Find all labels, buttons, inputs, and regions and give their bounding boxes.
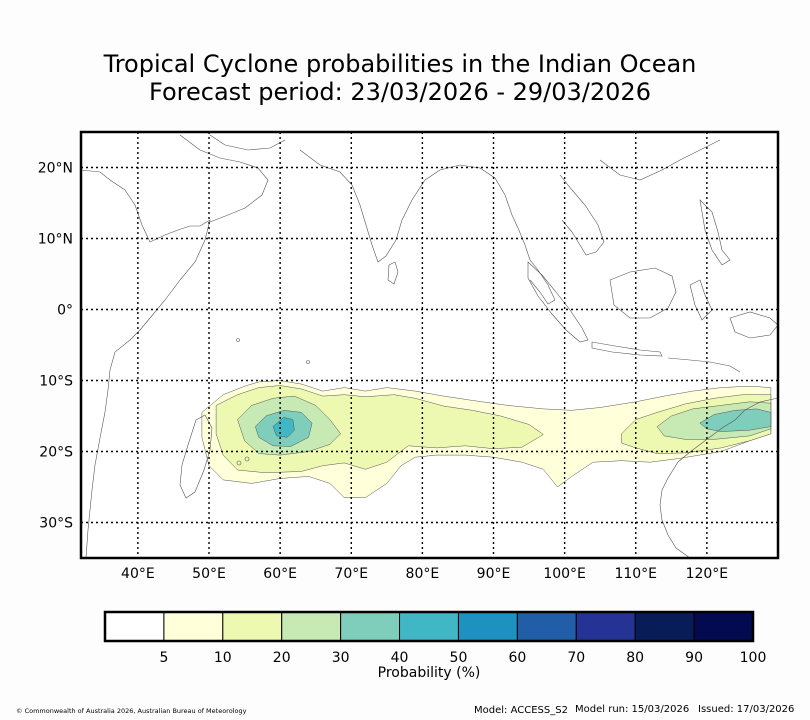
model-name: Model: ACCESS_S2 <box>474 705 568 716</box>
colorbar-tick-label: 50 <box>449 650 468 666</box>
probability-regions <box>201 380 772 498</box>
model-run-date: Model run: 15/03/2026 <box>575 704 690 715</box>
coastline-australia <box>659 397 778 558</box>
issued-date: Issued: 17/03/2026 <box>698 704 795 715</box>
map-background <box>81 132 778 558</box>
colorbar-frame <box>103 610 755 643</box>
graticule <box>81 132 778 558</box>
colorbar-segment <box>163 611 224 642</box>
lat-tick-label: 20°S <box>39 445 73 461</box>
island-chagos <box>306 360 310 364</box>
probability-region-40pct-7 <box>272 417 295 438</box>
coastline-southeast-asia <box>479 167 556 305</box>
island-mauritius <box>244 456 250 462</box>
colorbar-tick-label: 70 <box>567 650 586 666</box>
coastline-sumatra <box>527 261 589 343</box>
colorbar-segment <box>634 611 695 642</box>
coastline-philippines <box>699 199 731 266</box>
colorbar-tick-label: 5 <box>159 650 169 666</box>
map-frame <box>79 130 780 560</box>
lat-tick-label: 20°N <box>38 161 73 177</box>
lon-tick-label: 50°E <box>192 566 226 582</box>
lat-tick-label: 0° <box>57 303 73 319</box>
lon-tick-label: 60°E <box>263 566 297 582</box>
colorbar-tick-label: 40 <box>390 650 409 666</box>
colorbar <box>103 610 755 643</box>
title-line-1: Tropical Cyclone probabilities in the In… <box>103 50 697 78</box>
lon-tick-label: 100°E <box>543 566 586 582</box>
colorbar-segment <box>399 611 459 642</box>
colorbar-segment <box>693 611 754 642</box>
latitude-labels: 20°N 10°N 0° 10°S 20°S 30°S <box>38 161 73 532</box>
copyright-notice: © Commonwealth of Australia 2026, Austra… <box>16 707 247 715</box>
lat-tick-label: 10°N <box>38 232 73 248</box>
probability-region-30pct-6 <box>699 408 772 432</box>
lat-tick-label: 10°S <box>39 374 73 390</box>
coastline-india <box>299 149 481 263</box>
colorbar-tick-label: 100 <box>739 650 767 666</box>
coastlines <box>81 134 778 558</box>
colorbar-tick-label: 80 <box>626 650 645 666</box>
colorbar-segment <box>281 611 342 642</box>
colorbar-tick-label: 90 <box>685 650 703 666</box>
colorbar-tick-label: 20 <box>272 650 291 666</box>
lat-tick-label: 30°S <box>39 516 73 532</box>
coastline-persian-gulf <box>209 134 286 151</box>
longitude-labels: 40°E 50°E 60°E 70°E 80°E 90°E 100°E 110°E 120°E <box>121 566 728 582</box>
island-seychelles <box>236 338 240 342</box>
colorbar-tick-label: 10 <box>213 650 232 666</box>
chart-title: Tropical Cyclone probabilities in the In… <box>0 50 800 106</box>
colorbar-segment <box>222 611 283 642</box>
lon-tick-label: 70°E <box>334 566 368 582</box>
coastline-arabia <box>179 134 269 223</box>
colorbar-tick-label: 30 <box>331 650 350 666</box>
lon-tick-label: 80°E <box>406 566 440 582</box>
coastline-south-china <box>599 139 721 181</box>
lon-tick-label: 120°E <box>686 566 729 582</box>
colorbar-tick-label: 60 <box>508 650 527 666</box>
island-reunion <box>236 460 242 466</box>
colorbar-segment <box>457 611 518 642</box>
colorbar-segment <box>340 611 401 642</box>
coastline-africa <box>81 169 211 558</box>
coastline-sri-lanka <box>387 261 399 285</box>
colorbar-title: Probability (%) <box>377 665 481 681</box>
coastline-borneo <box>609 267 677 319</box>
lon-tick-label: 110°E <box>614 566 657 582</box>
coastline-java <box>591 341 663 357</box>
colorbar-segment <box>104 611 165 642</box>
colorbar-segment <box>516 611 577 642</box>
lon-tick-label: 90°E <box>477 566 511 582</box>
colorbar-segment <box>575 611 636 642</box>
title-line-2: Forecast period: 23/03/2026 - 29/03/2026 <box>149 78 651 106</box>
coastline-lesser-sunda <box>667 357 741 373</box>
coastline-new-guinea <box>729 311 778 339</box>
lon-tick-label: 40°E <box>121 566 155 582</box>
